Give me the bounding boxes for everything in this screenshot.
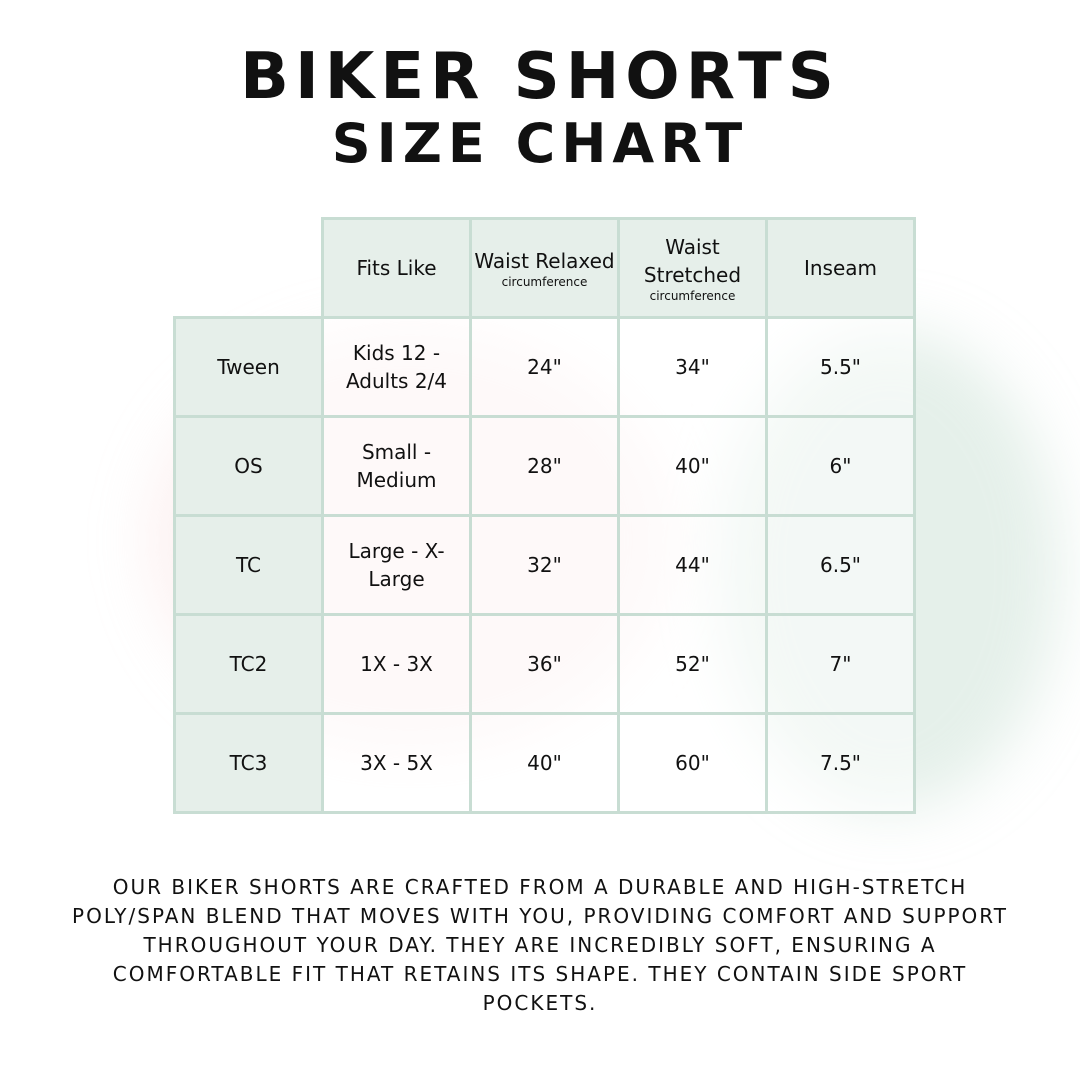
table-header-row: Fits Like Waist Relaxed circumference Wai… [175, 217, 916, 319]
header-fits-like: Fits Like [321, 217, 472, 319]
table-row: TC3 3X - 5X 40" 60" 7.5" [173, 712, 916, 814]
size-table: Fits Like Waist Relaxed circumference Wai… [173, 217, 916, 814]
cell-size: TC [173, 514, 324, 616]
cell-relaxed: 24" [469, 316, 620, 418]
cell-fits: 1X - 3X [321, 613, 472, 715]
table-row: TC2 1X - 3X 36" 52" 7" [173, 613, 916, 715]
cell-stretched: 44" [617, 514, 768, 616]
table-row: Tween Kids 12 - Adults 2/4 24" 34" 5.5" [173, 316, 916, 418]
cell-relaxed: 40" [469, 712, 620, 814]
cell-stretched: 34" [617, 316, 768, 418]
product-description: Our biker shorts are crafted from a dura… [72, 875, 1008, 1015]
cell-inseam: 7" [765, 613, 916, 715]
page-title: BIKER SHORTS [240, 40, 840, 114]
cell-inseam: 5.5" [765, 316, 916, 418]
cell-fits: Small - Medium [321, 415, 472, 517]
table-row: TC Large - X-Large 32" 44" 6.5" [173, 514, 916, 616]
cell-inseam: 6.5" [765, 514, 916, 616]
table-row: OS Small - Medium 28" 40" 6" [173, 415, 916, 517]
cell-stretched: 52" [617, 613, 768, 715]
cell-size: TC2 [173, 613, 324, 715]
cell-fits: Kids 12 - Adults 2/4 [321, 316, 472, 418]
cell-fits: 3X - 5X [321, 712, 472, 814]
cell-fits: Large - X-Large [321, 514, 472, 616]
cell-relaxed: 28" [469, 415, 620, 517]
page-subtitle: SIZE CHART [331, 112, 749, 175]
cell-size: TC3 [173, 712, 324, 814]
header-inseam: Inseam [765, 217, 916, 319]
header-waist-relaxed: Waist Relaxed circumference [469, 217, 620, 319]
cell-relaxed: 36" [469, 613, 620, 715]
cell-size: Tween [173, 316, 324, 418]
header-waist-stretched: Waist Stretched circumference [617, 217, 768, 319]
cell-stretched: 60" [617, 712, 768, 814]
cell-inseam: 6" [765, 415, 916, 517]
corner-cell [175, 219, 323, 318]
cell-stretched: 40" [617, 415, 768, 517]
cell-inseam: 7.5" [765, 712, 916, 814]
cell-relaxed: 32" [469, 514, 620, 616]
cell-size: OS [173, 415, 324, 517]
